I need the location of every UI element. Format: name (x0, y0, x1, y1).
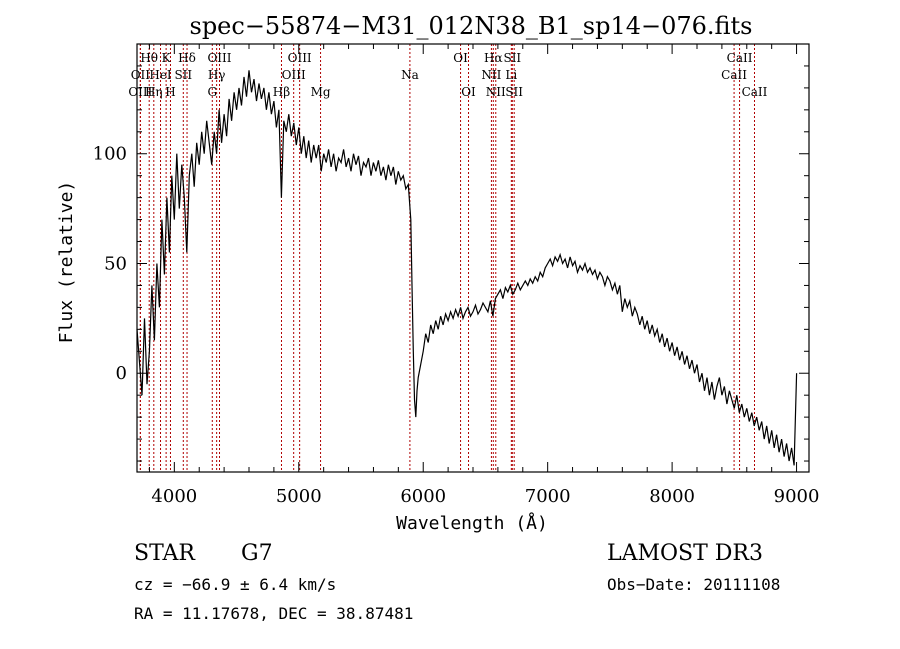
spectral-line-label: SII (505, 85, 523, 99)
spectral-line-label: OIII (128, 85, 152, 99)
axis-ticks: 4000 5000 6000 7000 8000 9000 0 50 100 (93, 44, 820, 507)
observation-date: Obs−Date: 20111108 (607, 575, 780, 594)
spectral-line-label: Na (401, 68, 419, 82)
spectral-line-label: Hδ (178, 51, 196, 65)
x-axis-title: Wavelength (Å) (396, 512, 548, 534)
y-axis-title: Flux (relative) (56, 181, 77, 344)
spectral-line-label: OII (131, 68, 151, 82)
x-tick-label: 8000 (649, 486, 695, 507)
spectral-line-label: CaII (727, 51, 753, 65)
y-tick-label: 100 (93, 144, 127, 165)
spectral-line-label: Li (505, 68, 517, 82)
spectral-line-label: CaII (742, 85, 768, 99)
spectral-line-label: Hα (484, 51, 503, 65)
spectral-line-label: Hβ (273, 85, 290, 99)
spectral-line-label: HeI (149, 68, 172, 82)
x-tick-label: 9000 (774, 486, 820, 507)
object-subclass: G7 (241, 541, 273, 566)
survey-name: LAMOST DR3 (607, 541, 763, 566)
redshift-velocity: cz = −66.9 ± 6.4 km/s (134, 575, 336, 594)
spectral-line-label: OI (453, 51, 468, 65)
x-tick-label: 4000 (151, 486, 197, 507)
spectral-line-label: Hη (145, 85, 163, 99)
spectral-line-label: OIII (207, 51, 231, 65)
spectral-line-label: SII (174, 68, 192, 82)
spectral-line-label: H (165, 85, 175, 99)
spectral-line-label: K (162, 51, 172, 65)
spectral-line-label: OI (461, 85, 476, 99)
spectral-line-markers (139, 44, 755, 472)
spectral-line-label: OIII (288, 51, 312, 65)
chart-title: spec−55874−M31_012N38_B1_sp14−076.fits (190, 12, 753, 40)
spectral-line-label: Mg (311, 85, 331, 99)
spectral-line-label: CaII (721, 68, 747, 82)
spectral-line-label: SII (503, 51, 521, 65)
spectral-line-label: Hγ (208, 68, 226, 82)
spectral-line-label: OIII (282, 68, 306, 82)
spectral-line-label: NII (481, 68, 501, 82)
spectrum-series-line (136, 70, 798, 466)
object-class: STAR (134, 541, 196, 566)
x-tick-label: 5000 (276, 486, 322, 507)
y-tick-label: 50 (104, 253, 127, 274)
plot-frame (136, 43, 810, 473)
x-tick-label: 7000 (525, 486, 571, 507)
spectral-line-label: G (207, 85, 217, 99)
sky-coordinates: RA = 11.17678, DEC = 38.87481 (134, 604, 413, 623)
spectral-line-label: Hθ (140, 51, 158, 65)
x-tick-label: 6000 (400, 486, 446, 507)
spectral-line-label: NII (486, 85, 506, 99)
y-tick-label: 0 (116, 363, 127, 384)
